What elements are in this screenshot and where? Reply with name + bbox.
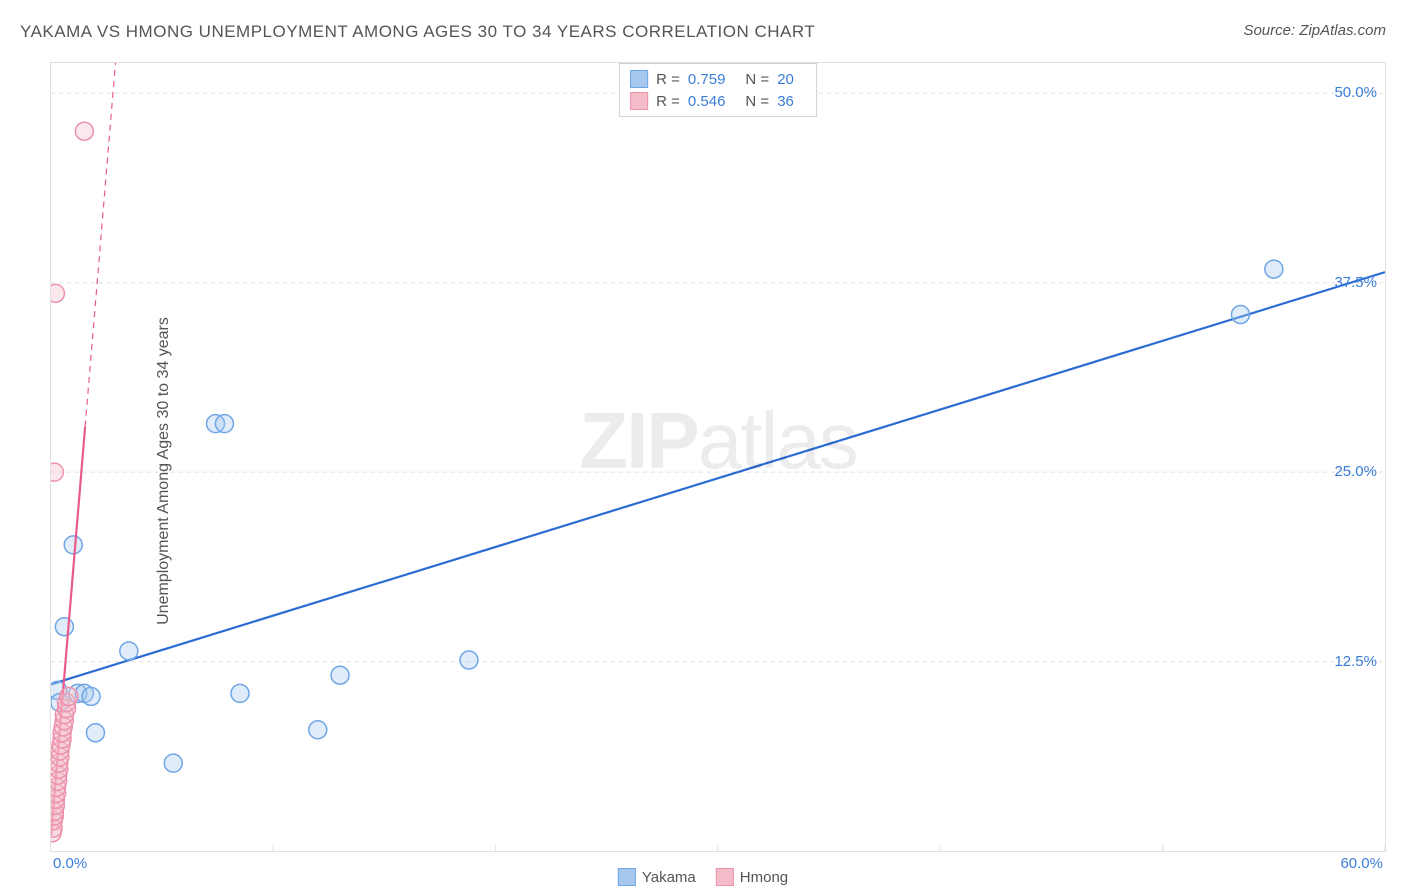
stats-legend: R = 0.759 N = 20 R = 0.546 N = 36 — [619, 63, 817, 117]
n-value-yakama: 20 — [777, 71, 794, 88]
n-value-hmong: 36 — [777, 93, 794, 110]
y-tick-label: 25.0% — [1334, 463, 1377, 480]
legend-swatch-hmong — [716, 868, 734, 886]
legend-label-hmong: Hmong — [740, 869, 788, 886]
y-tick-label: 37.5% — [1334, 274, 1377, 291]
swatch-hmong — [630, 92, 648, 110]
scatter-plot-svg — [51, 63, 1385, 851]
legend-swatch-yakama — [618, 868, 636, 886]
stats-row-yakama: R = 0.759 N = 20 — [630, 68, 806, 90]
r-value-yakama: 0.759 — [688, 71, 726, 88]
y-tick-label: 12.5% — [1334, 653, 1377, 670]
plot-area: R = 0.759 N = 20 R = 0.546 N = 36 ZIPatl… — [50, 62, 1386, 852]
y-tick-label: 50.0% — [1334, 84, 1377, 101]
r-label: R = — [656, 93, 680, 110]
r-value-hmong: 0.546 — [688, 93, 726, 110]
series-legend: Yakama Hmong — [618, 868, 788, 886]
stats-row-hmong: R = 0.546 N = 36 — [630, 90, 806, 112]
r-label: R = — [656, 71, 680, 88]
x-tick-label: 60.0% — [1340, 855, 1383, 872]
chart-container: Unemployment Among Ages 30 to 34 years R… — [0, 50, 1406, 892]
n-label: N = — [745, 71, 769, 88]
source-attribution: Source: ZipAtlas.com — [1243, 22, 1386, 39]
legend-item-hmong: Hmong — [716, 868, 788, 886]
swatch-yakama — [630, 70, 648, 88]
chart-title: YAKAMA VS HMONG UNEMPLOYMENT AMONG AGES … — [20, 22, 815, 42]
legend-item-yakama: Yakama — [618, 868, 696, 886]
legend-label-yakama: Yakama — [642, 869, 696, 886]
n-label: N = — [745, 93, 769, 110]
x-tick-label: 0.0% — [53, 855, 87, 872]
